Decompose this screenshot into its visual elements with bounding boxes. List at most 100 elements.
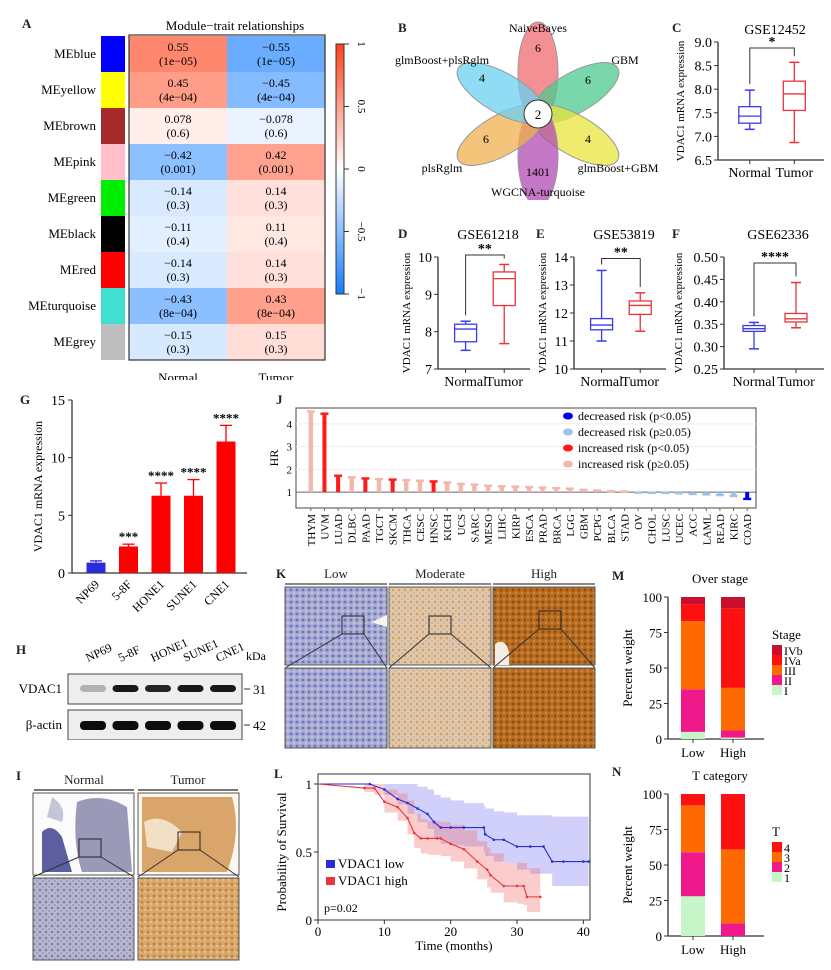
y-tick-label: 8.0	[695, 83, 713, 98]
hr-bar-cap	[688, 492, 697, 496]
hr-bar	[417, 480, 423, 493]
y-tick-label: 10	[418, 251, 432, 266]
legend-title: Stage	[772, 627, 801, 642]
significance-stars: *	[769, 35, 776, 50]
y-tick-label: 1	[306, 777, 313, 792]
venn-intersection-count: 2	[535, 107, 542, 122]
significance-stars: **	[614, 245, 628, 260]
blot-band	[145, 685, 171, 692]
censor-mark	[363, 786, 366, 790]
hr-bar-cap	[620, 490, 629, 493]
censor-mark	[406, 816, 409, 820]
censor-mark	[522, 884, 525, 888]
censor-mark	[492, 838, 496, 842]
legend-label: 1	[784, 871, 790, 885]
heatmap-cell-p: (0.4)	[265, 234, 288, 248]
censor-mark	[483, 833, 487, 836]
heatmap-cell	[129, 144, 227, 180]
ihc-moderate-zoom	[388, 667, 492, 749]
y-axis-label: VDAC1 mRNA expression	[675, 40, 687, 161]
hr-bar-cap	[361, 477, 370, 480]
heatmap-cell-p: (8e−04)	[257, 306, 295, 320]
hr-bar-cap	[402, 478, 411, 482]
legend-label: I	[784, 684, 788, 698]
censor-mark	[412, 831, 416, 835]
colorbar-tick-label: 1	[355, 41, 367, 47]
legend-swatch	[772, 852, 782, 862]
stacked-bar-segment	[681, 621, 705, 690]
y-tick-label: 0	[58, 567, 65, 582]
hr-bar	[745, 492, 750, 499]
censor-mark	[489, 873, 492, 877]
ihc-tumor-zoom	[137, 877, 240, 961]
censor-mark	[587, 860, 590, 863]
panel-label-l: L	[274, 766, 283, 781]
legend-swatch	[772, 665, 782, 675]
hr-bar	[513, 486, 518, 493]
x-tick-label: Low	[681, 942, 705, 957]
heatmap-cell	[227, 36, 325, 72]
y-tick-label: 0.5	[296, 845, 312, 860]
legend-swatch	[563, 444, 573, 452]
heatmap-cell-p: (0.3)	[265, 342, 288, 356]
panel-label-n: N	[612, 764, 622, 779]
module-label: MEyellow	[41, 82, 96, 97]
heatmap-cell-p: (0.3)	[167, 342, 190, 356]
x-tick-label: OV	[633, 514, 645, 530]
panel-label-d: D	[398, 226, 408, 241]
stacked-bar-segment	[721, 687, 745, 731]
hr-bar-cap	[511, 485, 520, 488]
heatmap-cell-r: −0.11	[164, 220, 191, 234]
x-tick-label: Normal	[728, 166, 771, 181]
colorbar-tick-label: 0.5	[355, 100, 367, 114]
hr-bar	[363, 478, 368, 493]
legend-label: IVb	[784, 644, 803, 658]
hr-bar	[322, 413, 327, 493]
significance-bracket	[749, 47, 795, 85]
censor-mark	[462, 826, 466, 829]
censor-mark	[582, 860, 585, 863]
y-tick-label: 0.45	[694, 273, 719, 288]
heatmap-module-trait: Module−trait relationships MEblue 0.55(1e…	[28, 18, 367, 380]
x-tick-label: ACC	[688, 514, 700, 537]
y-tick-label: 1	[287, 487, 293, 499]
panel-label-h: H	[16, 642, 27, 657]
legend-swatch	[772, 872, 782, 882]
censor-mark	[396, 805, 399, 809]
venn-set-count: 6	[535, 41, 541, 55]
heatmap-cell	[227, 72, 325, 108]
y-tick-label: 9.0	[695, 36, 713, 51]
y-tick-label: 100	[643, 590, 663, 605]
censor-mark	[406, 801, 409, 805]
module-label: MEgreen	[48, 190, 97, 205]
significance-bracket	[753, 262, 797, 317]
blot-band	[80, 685, 106, 692]
panel-label-m: M	[612, 568, 625, 583]
heatmap-title: Module−trait relationships	[166, 18, 304, 33]
x-tick-label: UCEC	[674, 514, 686, 543]
x-tick-label: 20	[444, 924, 457, 939]
censor-mark	[419, 837, 423, 840]
y-tick-label: 25	[649, 697, 662, 712]
y-tick-label: 10	[51, 452, 65, 467]
legend-swatch	[326, 877, 335, 885]
legend-swatch	[326, 860, 335, 868]
heatmap-cell-p: (0.3)	[265, 198, 288, 212]
legend-swatch	[772, 685, 782, 695]
x-tick-label: PAAD	[360, 514, 372, 543]
flower-venn-diagram: NaiveBayes 6 GBM 6 glmBoost+GBM 4 WGCNA-turquo…	[395, 21, 659, 200]
heatmap-cell	[129, 324, 227, 360]
y-tick-label: 0	[656, 929, 663, 944]
x-tick-label: STAD	[619, 514, 631, 542]
hr-bar-cap	[443, 481, 452, 484]
censor-mark	[436, 837, 439, 840]
censor-mark	[426, 837, 429, 840]
censor-mark	[373, 786, 376, 790]
hr-bar	[336, 475, 341, 493]
y-tick-label: 8.5	[695, 60, 713, 75]
x-tick-label: MESO	[483, 514, 495, 545]
box-iqr	[628, 300, 652, 316]
x-tick-label: UVM	[319, 514, 331, 540]
x-tick-label: 40	[577, 924, 590, 939]
blot-band	[80, 721, 106, 730]
